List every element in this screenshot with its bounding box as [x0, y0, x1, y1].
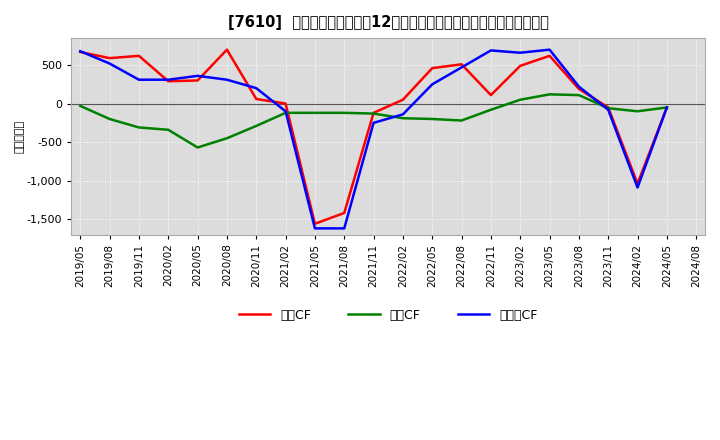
Y-axis label: （百万円）: （百万円）: [15, 120, 25, 153]
営業CF: [369, 110, 378, 115]
営業CF: [340, 210, 348, 216]
営業CF: [633, 181, 642, 186]
投資CF: [76, 103, 84, 109]
営業CF: [516, 63, 525, 69]
フリーCF: [633, 185, 642, 190]
営業CF: [575, 86, 583, 92]
フリーCF: [428, 82, 436, 87]
フリーCF: [76, 48, 84, 54]
フリーCF: [252, 85, 261, 91]
営業CF: [193, 78, 202, 83]
投資CF: [428, 116, 436, 121]
投資CF: [633, 109, 642, 114]
フリーCF: [282, 109, 290, 114]
投資CF: [252, 123, 261, 128]
営業CF: [76, 49, 84, 55]
フリーCF: [105, 61, 114, 66]
フリーCF: [193, 73, 202, 78]
営業CF: [105, 55, 114, 61]
投資CF: [369, 111, 378, 116]
Line: フリーCF: フリーCF: [80, 50, 667, 228]
フリーCF: [662, 105, 671, 110]
投資CF: [604, 106, 613, 111]
営業CF: [222, 47, 231, 52]
投資CF: [340, 110, 348, 115]
フリーCF: [516, 50, 525, 55]
投資CF: [545, 92, 554, 97]
営業CF: [662, 105, 671, 110]
Title: [7610]  キャッシュフローの12か月移動合計の対前年同期増減額の推移: [7610] キャッシュフローの12か月移動合計の対前年同期増減額の推移: [228, 15, 549, 30]
フリーCF: [222, 77, 231, 82]
投資CF: [193, 145, 202, 150]
投資CF: [310, 110, 319, 115]
フリーCF: [604, 107, 613, 112]
投資CF: [516, 97, 525, 103]
フリーCF: [135, 77, 143, 82]
投資CF: [222, 136, 231, 141]
Line: 投資CF: 投資CF: [80, 94, 667, 147]
営業CF: [135, 53, 143, 59]
フリーCF: [487, 48, 495, 53]
投資CF: [399, 116, 408, 121]
投資CF: [457, 118, 466, 123]
営業CF: [282, 101, 290, 106]
営業CF: [399, 97, 408, 103]
営業CF: [487, 92, 495, 98]
営業CF: [428, 66, 436, 71]
営業CF: [310, 221, 319, 227]
投資CF: [105, 116, 114, 121]
Legend: 営業CF, 投資CF, フリーCF: 営業CF, 投資CF, フリーCF: [234, 304, 543, 326]
フリーCF: [545, 47, 554, 52]
投資CF: [164, 127, 173, 132]
投資CF: [282, 110, 290, 115]
営業CF: [457, 62, 466, 67]
営業CF: [604, 105, 613, 110]
フリーCF: [369, 120, 378, 125]
フリーCF: [575, 84, 583, 89]
フリーCF: [340, 226, 348, 231]
フリーCF: [310, 226, 319, 231]
投資CF: [135, 125, 143, 130]
営業CF: [252, 96, 261, 102]
投資CF: [575, 92, 583, 98]
投資CF: [662, 105, 671, 110]
投資CF: [487, 107, 495, 112]
フリーCF: [457, 65, 466, 70]
フリーCF: [164, 77, 173, 82]
営業CF: [545, 53, 554, 59]
Line: 営業CF: 営業CF: [80, 50, 667, 224]
フリーCF: [399, 112, 408, 117]
営業CF: [164, 79, 173, 84]
